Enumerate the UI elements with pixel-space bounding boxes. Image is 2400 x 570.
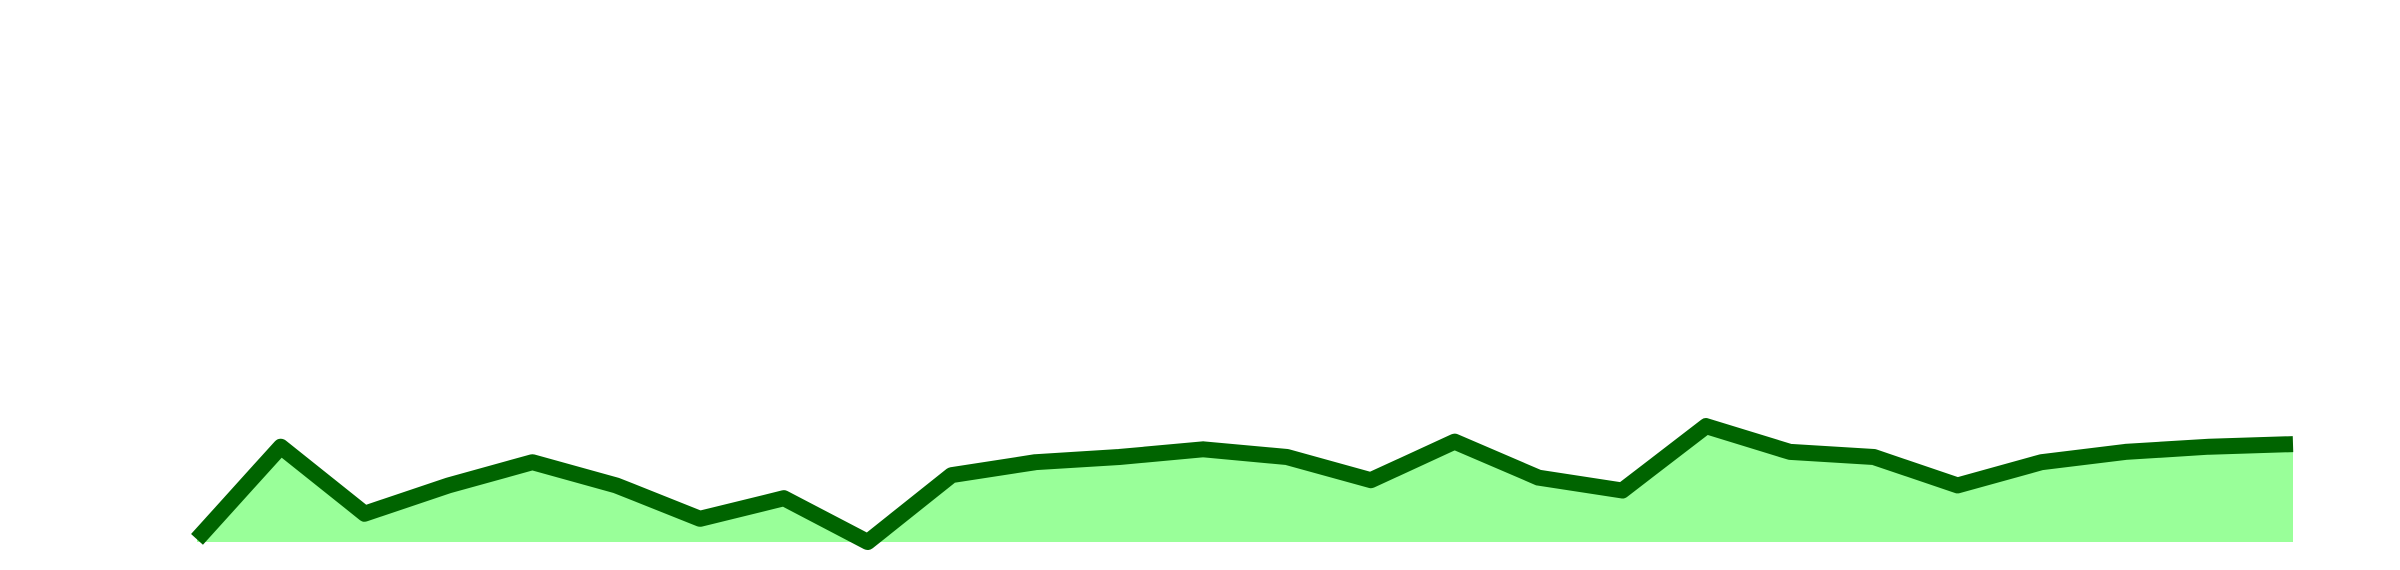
data-point-12 xyxy=(1195,441,1211,457)
data-point-9 xyxy=(944,467,960,483)
data-point-10 xyxy=(1027,454,1043,470)
series-0-line xyxy=(191,418,2294,550)
data-point-4 xyxy=(524,454,540,470)
data-point-21 xyxy=(1950,477,1966,493)
data-point-18 xyxy=(1698,418,1714,434)
data-point-23 xyxy=(2117,444,2133,460)
data-point-3 xyxy=(441,477,457,493)
data-point-14 xyxy=(1363,472,1379,488)
data-point-17 xyxy=(1614,483,1630,499)
data-point-11 xyxy=(1111,449,1127,465)
data-point-2 xyxy=(357,506,373,522)
series-0-area xyxy=(197,426,2293,542)
data-point-5 xyxy=(608,477,624,493)
data-point-25 xyxy=(2285,436,2301,452)
data-point-0 xyxy=(189,531,205,547)
data-point-22 xyxy=(2034,454,2050,470)
plot-area xyxy=(189,418,2301,550)
data-point-24 xyxy=(2201,439,2217,455)
data-point-15 xyxy=(1447,434,1463,450)
data-point-16 xyxy=(1530,470,1546,486)
data-point-1 xyxy=(273,439,289,455)
data-point-13 xyxy=(1279,449,1295,465)
data-point-8 xyxy=(860,534,876,550)
data-point-19 xyxy=(1782,444,1798,460)
data-point-20 xyxy=(1866,449,1882,465)
data-point-6 xyxy=(692,511,708,527)
data-point-7 xyxy=(776,490,792,506)
